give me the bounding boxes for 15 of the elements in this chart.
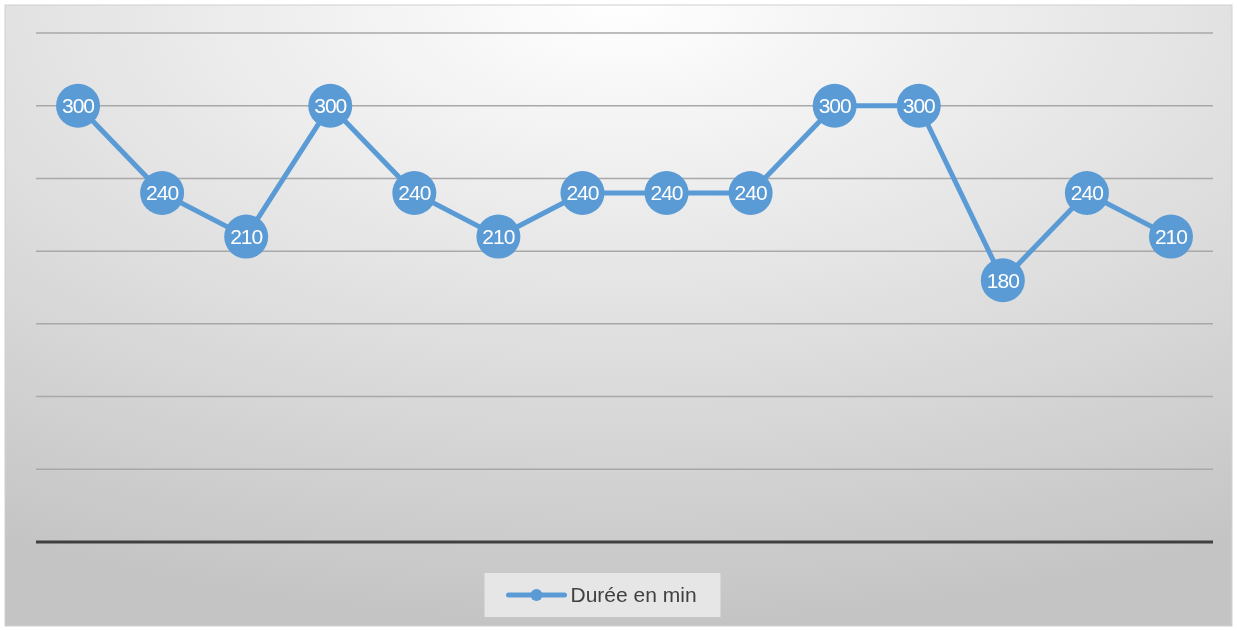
data-label: 300 <box>902 94 936 118</box>
data-label: 240 <box>1070 181 1104 205</box>
data-label: 300 <box>62 94 95 118</box>
data-label: 240 <box>398 181 431 205</box>
data-label: 300 <box>314 94 347 118</box>
data-label: 240 <box>146 181 179 205</box>
data-label: 240 <box>650 181 683 205</box>
data-label: 240 <box>734 181 767 205</box>
data-label: 240 <box>566 181 599 205</box>
data-label: 210 <box>230 224 263 248</box>
legend-label: Durée en min <box>570 583 697 607</box>
data-label: 210 <box>1154 224 1188 248</box>
data-label: 180 <box>986 268 1020 292</box>
data-label: 210 <box>482 224 515 248</box>
data-label: 300 <box>818 94 852 118</box>
